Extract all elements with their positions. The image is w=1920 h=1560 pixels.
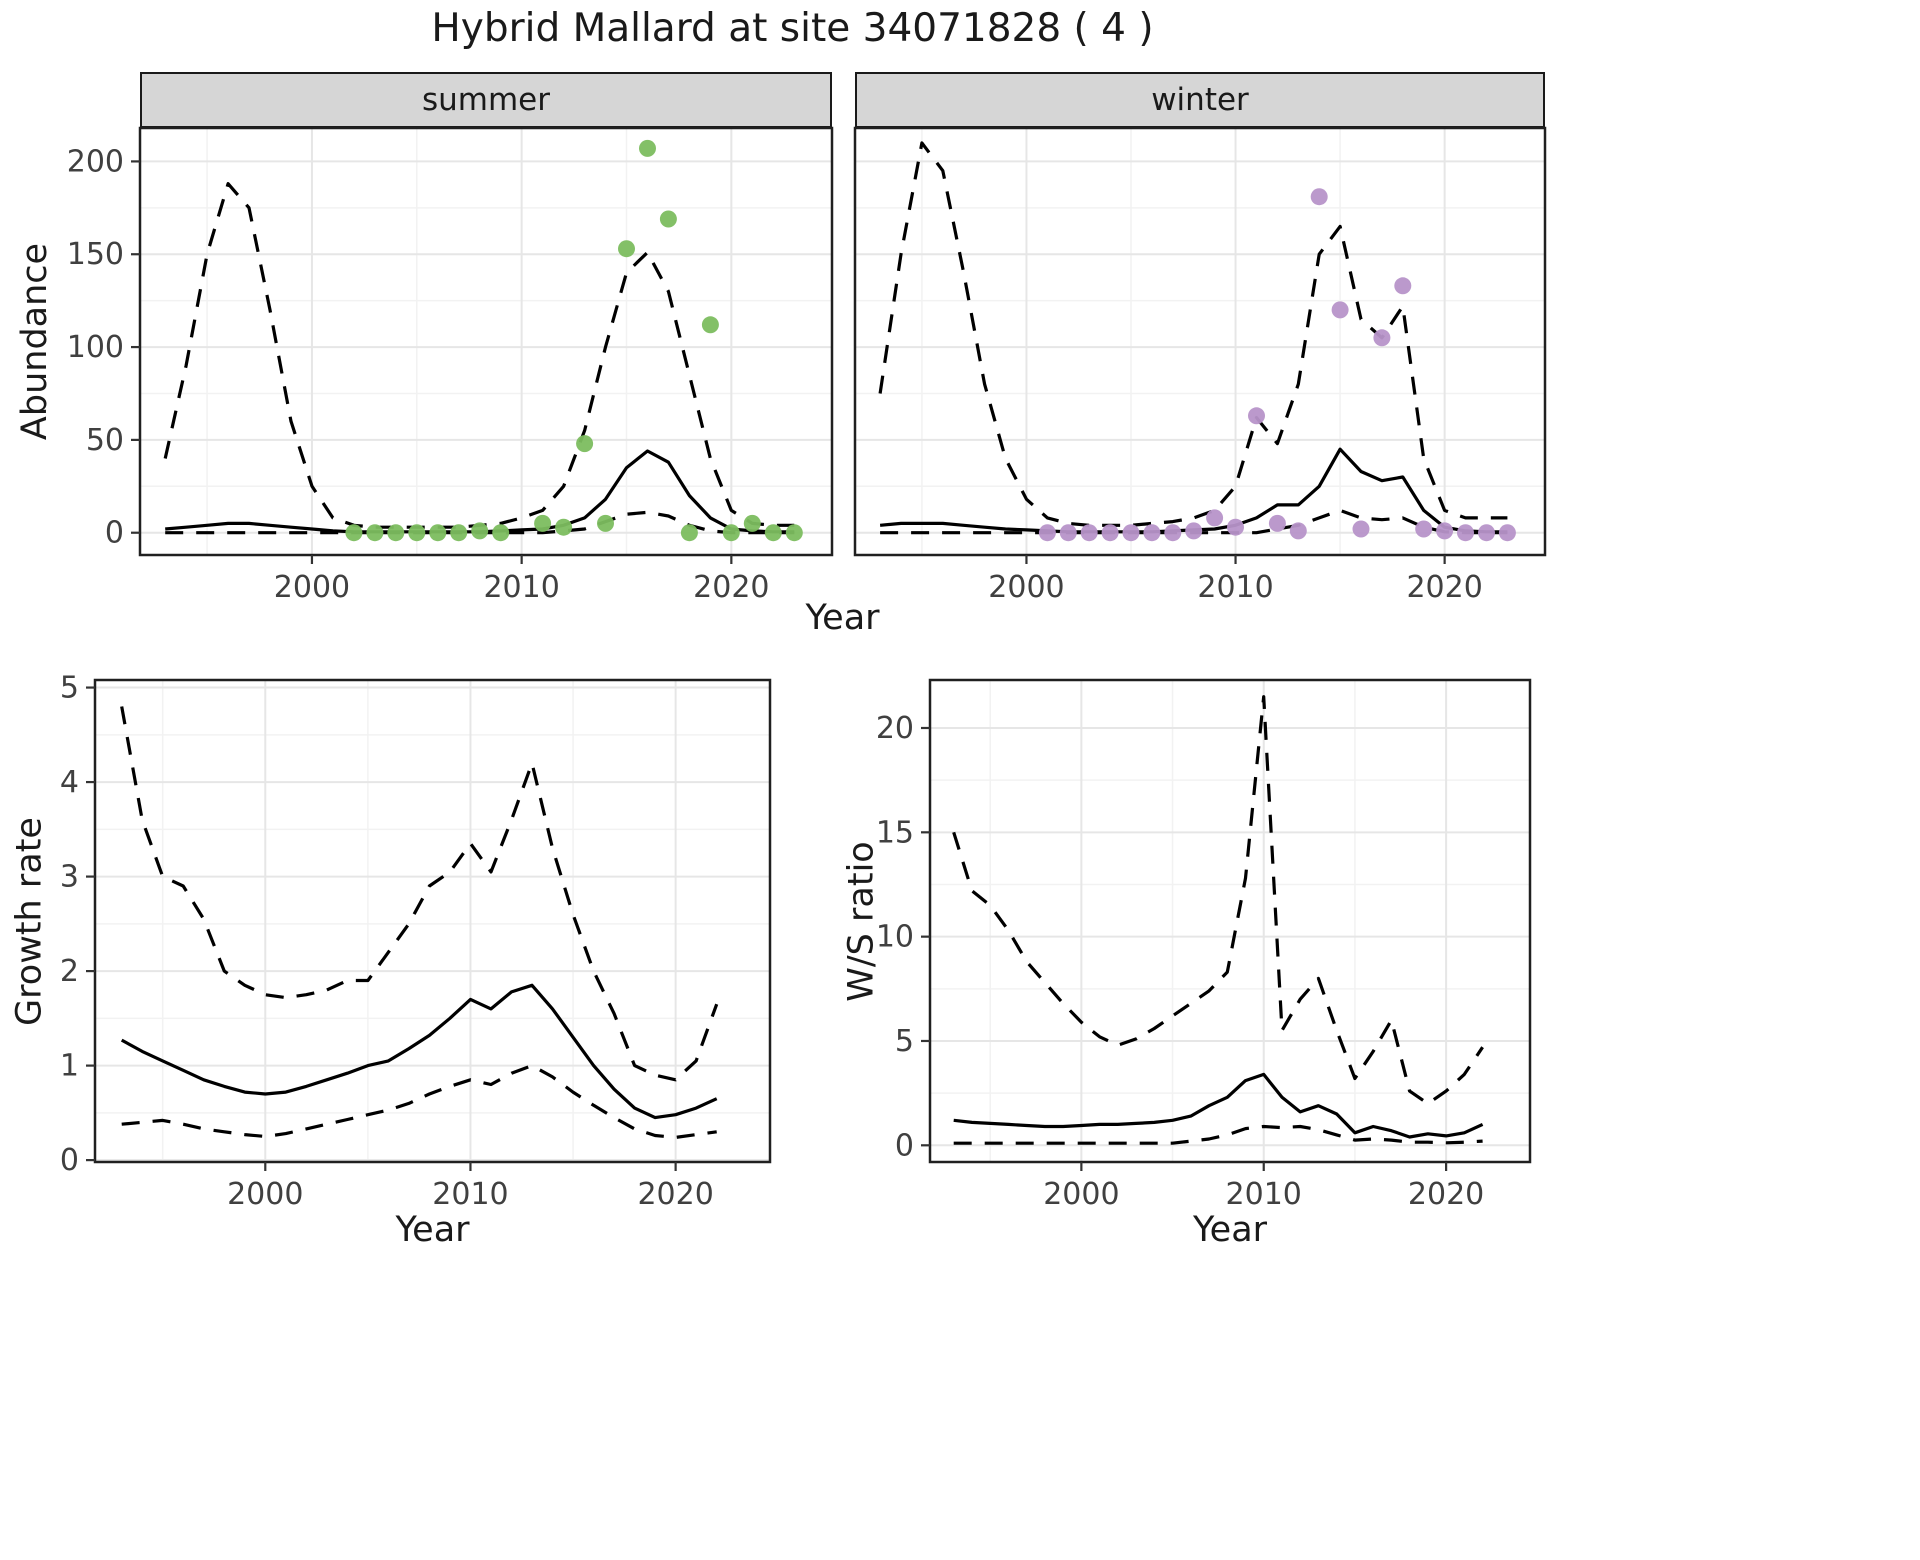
panel-background bbox=[855, 128, 1545, 555]
data-point-winter-observations bbox=[1080, 524, 1098, 542]
data-point-summer-observations bbox=[659, 210, 677, 228]
data-point-winter-observations bbox=[1498, 524, 1516, 542]
panel-background bbox=[930, 680, 1530, 1162]
panel-abundance-winter: 2000 2010 2020 bbox=[853, 126, 1547, 605]
data-point-winter-observations bbox=[1289, 522, 1307, 540]
y-tick-label: 0 bbox=[60, 1143, 79, 1178]
data-point-winter-observations bbox=[1331, 301, 1349, 319]
data-point-winter-observations bbox=[1394, 277, 1412, 295]
x-tick-label: 2020 bbox=[693, 570, 769, 605]
panel-background bbox=[140, 128, 832, 555]
panel-background bbox=[95, 680, 770, 1162]
data-point-winter-observations bbox=[1352, 520, 1370, 538]
data-point-winter-observations bbox=[1143, 524, 1161, 542]
data-point-winter-observations bbox=[1373, 329, 1391, 347]
data-point-winter-observations bbox=[1248, 407, 1265, 425]
x-tick-label: 2000 bbox=[988, 570, 1064, 605]
data-point-winter-observations bbox=[1206, 509, 1224, 527]
data-point-summer-observations bbox=[387, 524, 405, 542]
y-tick-label: 10 bbox=[876, 920, 914, 955]
y-tick-label: 3 bbox=[60, 860, 79, 895]
series-upper_ci bbox=[878, 141, 1508, 527]
data-point-winter-observations bbox=[1415, 520, 1433, 538]
data-point-summer-observations bbox=[492, 524, 510, 542]
data-point-summer-observations bbox=[701, 316, 719, 334]
data-point-winter-observations bbox=[1059, 524, 1077, 542]
data-point-winter-observations bbox=[1310, 188, 1328, 206]
series-upper_ci bbox=[952, 695, 1484, 1106]
data-point-winter-observations bbox=[1185, 522, 1203, 540]
data-point-winter-observations bbox=[1101, 524, 1119, 542]
y-tick-label: 100 bbox=[67, 330, 124, 365]
data-point-winter-observations bbox=[1436, 522, 1454, 540]
data-point-summer-observations bbox=[555, 518, 573, 536]
x-tick-label: 2010 bbox=[483, 570, 559, 605]
data-point-summer-observations bbox=[450, 524, 468, 542]
x-tick-label: 2020 bbox=[1406, 570, 1482, 605]
y-tick-label: 5 bbox=[895, 1024, 914, 1059]
data-point-summer-observations bbox=[618, 240, 635, 258]
data-point-winter-observations bbox=[1457, 524, 1474, 542]
x-tick-label: 2000 bbox=[1043, 1177, 1119, 1212]
panel-ws-ratio: 2000 2010 2020 0 5 10 15 20 bbox=[876, 678, 1532, 1212]
data-point-summer-observations bbox=[764, 524, 782, 542]
data-point-summer-observations bbox=[471, 522, 489, 540]
x-tick-label: 2010 bbox=[1226, 1177, 1302, 1212]
series-lower_ci bbox=[953, 1124, 1483, 1145]
data-point-summer-observations bbox=[366, 524, 384, 542]
data-point-summer-observations bbox=[408, 524, 426, 542]
y-tick-label: 20 bbox=[876, 711, 914, 746]
data-point-winter-observations bbox=[1268, 514, 1286, 532]
series-upper_ci bbox=[120, 706, 719, 1082]
data-point-winter-observations bbox=[1164, 524, 1182, 542]
data-point-summer-observations bbox=[345, 524, 363, 542]
data-point-summer-observations bbox=[429, 524, 447, 542]
panel-growth-rate: 2000 2010 2020 0 1 2 3 4 5 bbox=[60, 671, 772, 1212]
data-point-summer-observations bbox=[722, 524, 740, 542]
y-tick-label: 4 bbox=[60, 765, 79, 800]
y-tick-label: 2 bbox=[60, 954, 79, 989]
y-tick-label: 5 bbox=[60, 671, 79, 706]
data-point-summer-observations bbox=[534, 514, 552, 532]
data-point-summer-observations bbox=[680, 524, 698, 542]
x-tick-label: 2020 bbox=[637, 1177, 713, 1212]
panel-border bbox=[138, 126, 834, 557]
x-tick-label: 2010 bbox=[1197, 570, 1273, 605]
y-tick-label: 15 bbox=[876, 815, 914, 850]
y-tick-label: 50 bbox=[86, 423, 124, 458]
series-mean bbox=[120, 983, 718, 1120]
data-point-summer-observations bbox=[639, 139, 656, 157]
panel-border bbox=[93, 678, 772, 1164]
x-tick-label: 2010 bbox=[432, 1177, 508, 1212]
data-point-summer-observations bbox=[785, 524, 803, 542]
series-mean bbox=[953, 1072, 1484, 1139]
data-point-winter-observations bbox=[1122, 524, 1140, 542]
series-lower_ci bbox=[121, 1064, 717, 1139]
x-axis-label-year-top: Year bbox=[805, 598, 880, 638]
data-point-winter-observations bbox=[1227, 518, 1244, 536]
panel-border bbox=[928, 678, 1532, 1164]
y-tick-label: 150 bbox=[67, 237, 124, 272]
panel-border bbox=[853, 126, 1547, 557]
data-point-winter-observations bbox=[1478, 524, 1495, 542]
x-axis-label-year-ws: Year bbox=[1192, 1210, 1268, 1250]
x-tick-label: 2000 bbox=[274, 570, 350, 605]
x-axis-label-year-growth: Year bbox=[395, 1210, 470, 1250]
data-point-summer-observations bbox=[743, 514, 761, 532]
data-point-summer-observations bbox=[597, 514, 614, 532]
y-tick-label: 0 bbox=[895, 1128, 914, 1163]
y-tick-label: 1 bbox=[60, 1049, 79, 1084]
chart-title: Hybrid Mallard at site 34071828 ( 4 ) bbox=[431, 6, 1154, 51]
y-tick-label: 0 bbox=[105, 516, 124, 551]
y-tick-label: 200 bbox=[67, 144, 124, 179]
data-point-summer-observations bbox=[576, 435, 594, 453]
data-point-winter-observations bbox=[1038, 524, 1056, 542]
x-tick-label: 2020 bbox=[1408, 1177, 1484, 1212]
facet-strip-summer: summer bbox=[140, 72, 832, 128]
x-tick-label: 2000 bbox=[227, 1177, 303, 1212]
facet-strip-winter: winter bbox=[855, 72, 1545, 128]
panel-abundance-summer: 2000 2010 2020 0 50 100 150 200 bbox=[67, 126, 834, 605]
